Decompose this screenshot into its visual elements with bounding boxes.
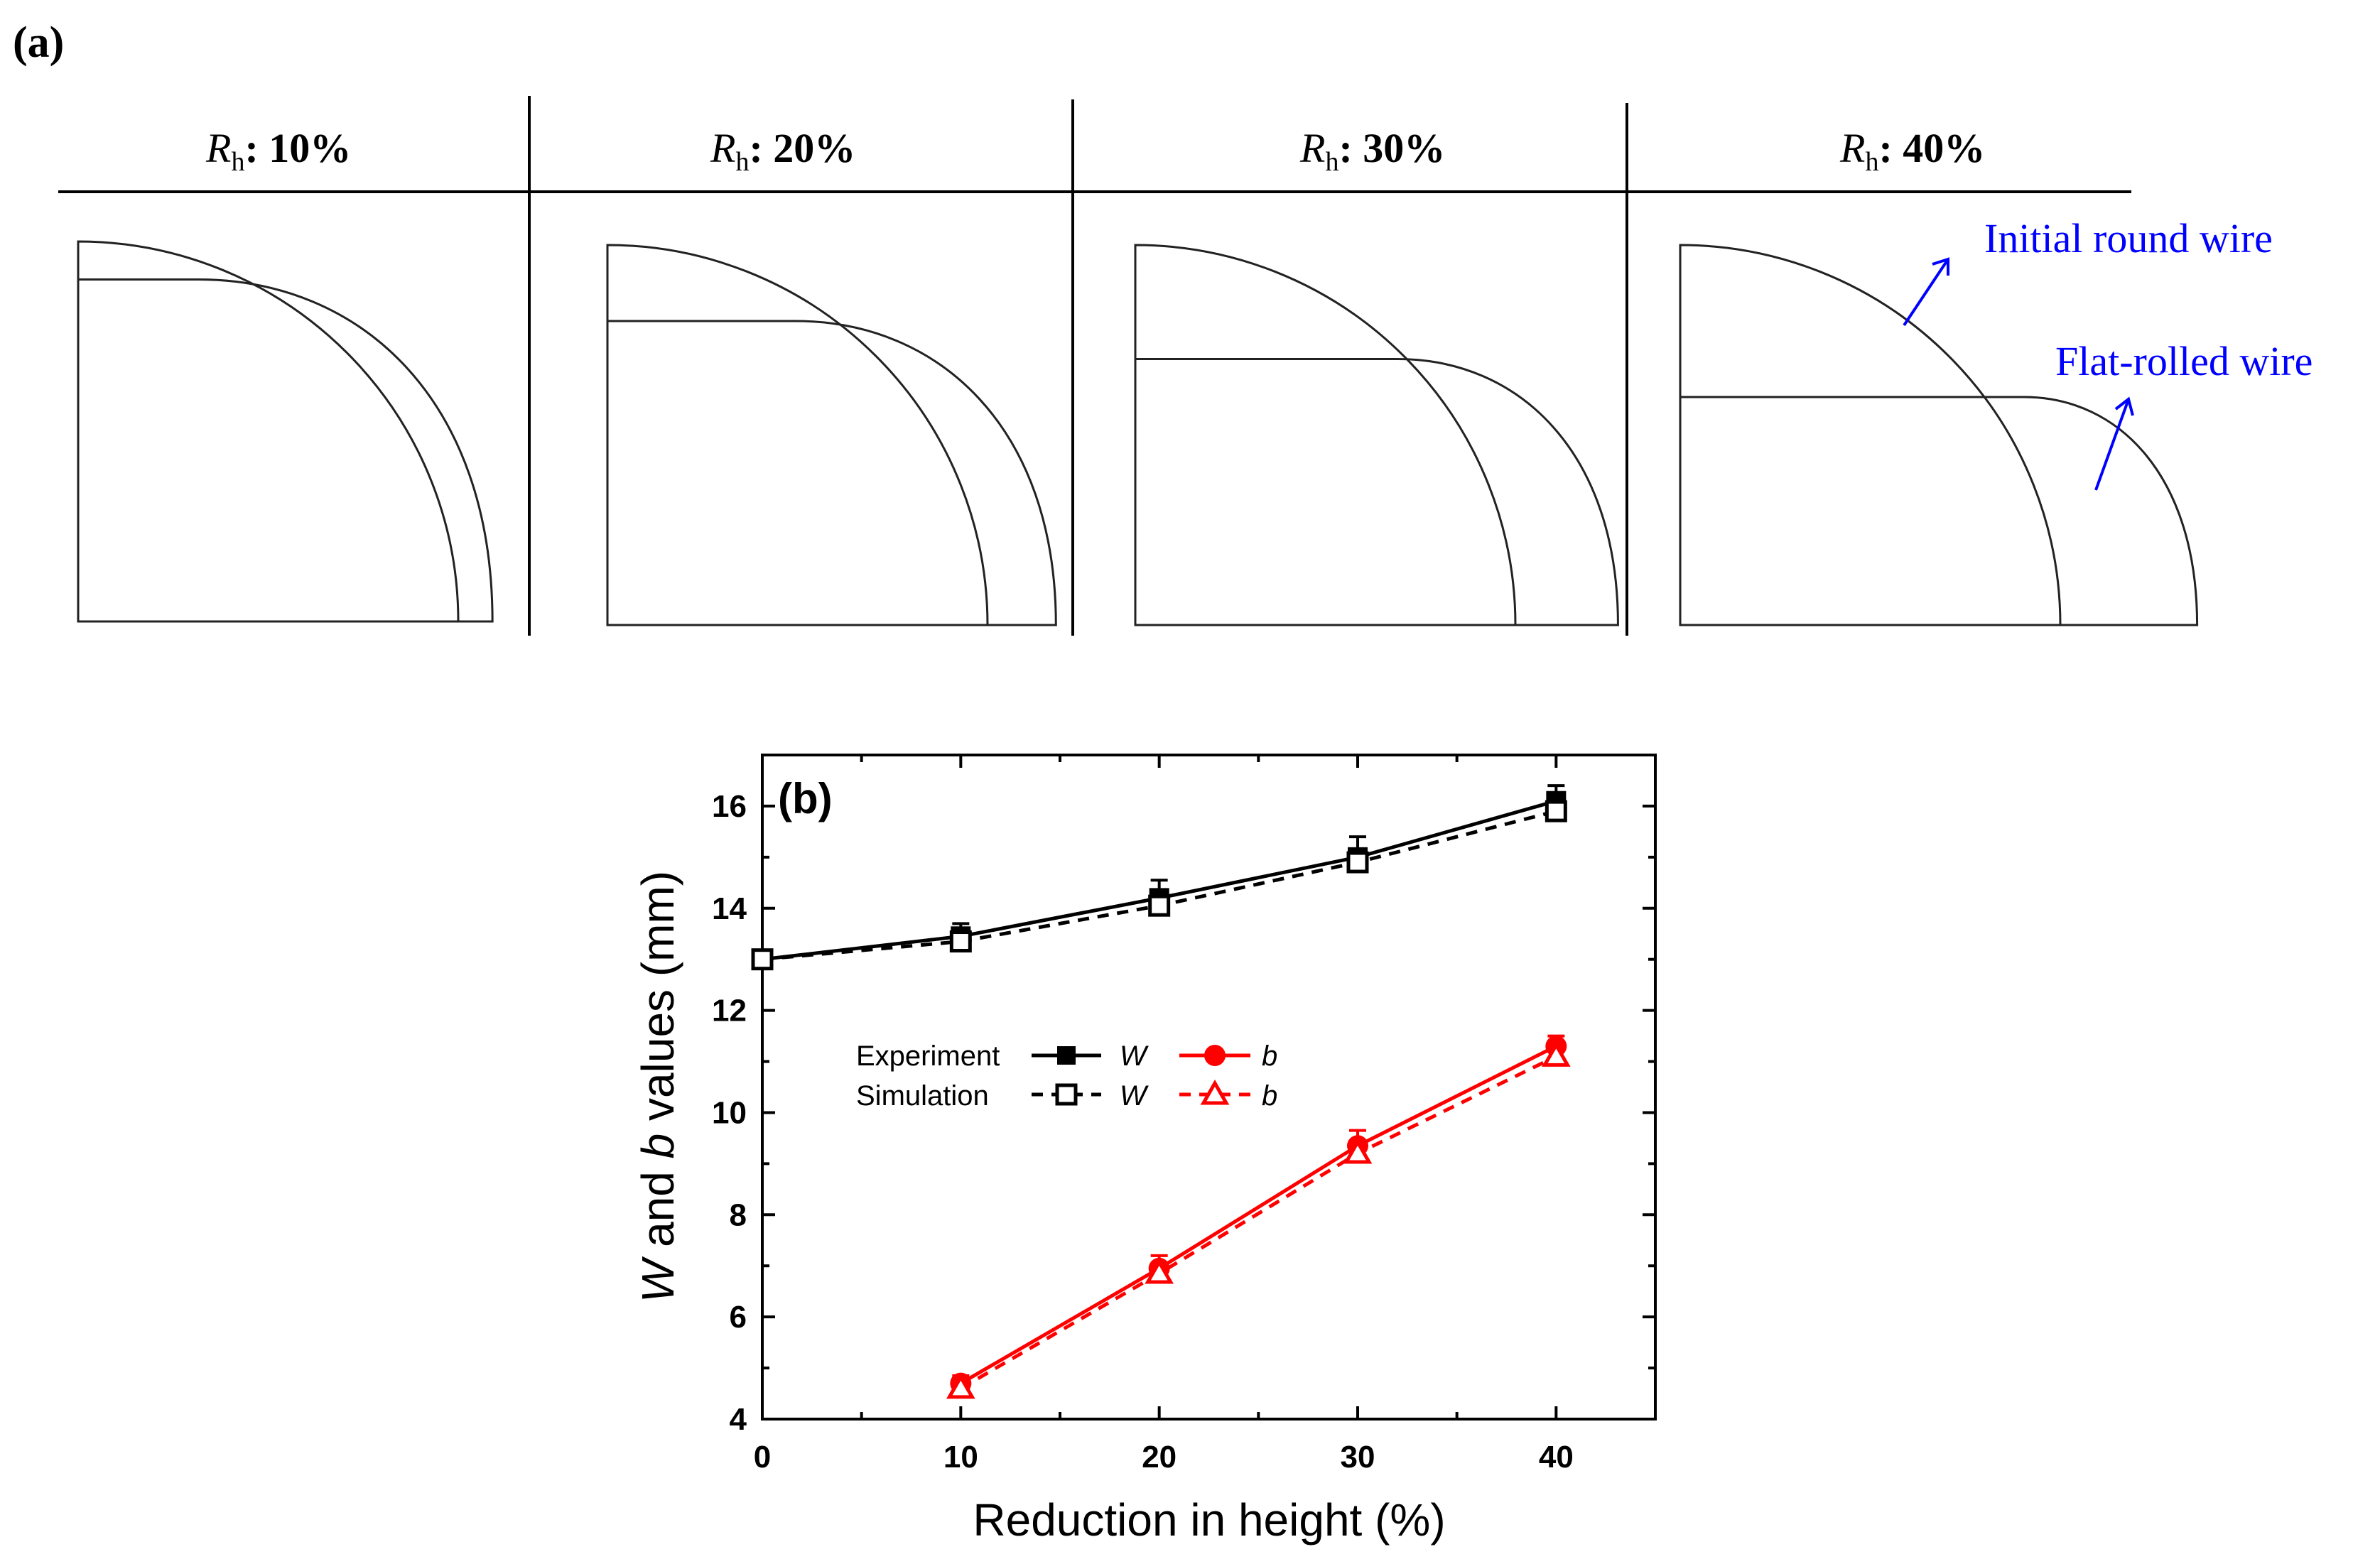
data-point xyxy=(1542,1041,1571,1067)
y-tick-label: 4 xyxy=(730,1402,747,1437)
panel-b-chart: 0 10 20 30 40 4 6 8 10 12 14 16 (b) Reduction in he… xyxy=(632,754,1657,1546)
y-tick-label: 16 xyxy=(712,789,747,824)
series-simulation-w xyxy=(751,800,1567,971)
series-experiment-w xyxy=(752,784,1567,969)
legend-marker-exp-b xyxy=(1204,1045,1226,1066)
label-flat-rolled-wire: Flat-rolled wire xyxy=(2055,338,2313,384)
x-tick-label: 0 xyxy=(754,1440,771,1474)
flat-rolled-wire-outline xyxy=(1680,396,2199,626)
legend-label-exp-w: W xyxy=(1120,1041,1149,1072)
cross-section-20 xyxy=(606,244,1057,626)
cross-section-10 xyxy=(77,240,494,623)
annotation-initial-round-wire: Initial round wire xyxy=(1903,215,2273,327)
x-tick-label: 30 xyxy=(1341,1440,1375,1474)
column-header-20: Rh: 20% xyxy=(710,125,855,177)
column-header-10: Rh: 10% xyxy=(205,125,351,177)
axes: 0 10 20 30 40 4 6 8 10 12 14 16 xyxy=(712,754,1657,1474)
flat-rolled-wire-outline xyxy=(607,320,1057,626)
arrow-flat-head-icon xyxy=(2114,396,2134,416)
initial-round-wire-outline xyxy=(77,240,460,623)
x-tick-label: 10 xyxy=(943,1440,978,1474)
x-axis-label: Reduction in height (%) xyxy=(973,1494,1445,1546)
series-simulation-b xyxy=(946,1041,1571,1399)
arrow-initial xyxy=(1903,260,1948,327)
panel-b-label: (b) xyxy=(778,775,833,822)
initial-round-wire-outline xyxy=(1679,244,2062,626)
cross-sections xyxy=(77,240,2199,626)
legend: Experiment Simulation W W b b xyxy=(856,1041,1277,1112)
x-tick-label: 40 xyxy=(1539,1440,1574,1474)
data-point xyxy=(751,948,774,971)
plot-frame xyxy=(761,754,1657,1421)
legend-marker-sim-b xyxy=(1200,1079,1230,1105)
annotation-flat-rolled-wire: Flat-rolled wire xyxy=(2055,338,2313,491)
y-tick-label: 14 xyxy=(712,891,747,926)
series-layer xyxy=(751,784,1571,1399)
x-tick-label: 20 xyxy=(1142,1440,1177,1474)
panel-a: (a) Rh: 10% Rh: 20% Rh: 30% Rh: 40% Init… xyxy=(13,18,2313,636)
series-line xyxy=(960,1044,1557,1385)
y-axis-label: W and b values (mm) xyxy=(632,871,683,1303)
flat-rolled-wire-outline xyxy=(78,278,494,623)
legend-marker-exp-w xyxy=(1057,1046,1076,1065)
data-point xyxy=(1343,1138,1373,1164)
y-tick-label: 12 xyxy=(712,994,747,1028)
cross-section-30 xyxy=(1134,244,1619,626)
arrow-flat xyxy=(2094,401,2129,491)
arrow-initial-head-icon xyxy=(1932,257,1949,276)
y-tick-label: 10 xyxy=(712,1095,747,1130)
legend-row-experiment: Experiment xyxy=(856,1041,1000,1072)
legend-label-sim-w: W xyxy=(1120,1080,1149,1112)
initial-round-wire-outline xyxy=(606,244,989,626)
flat-rolled-wire-outline xyxy=(1135,358,1619,626)
legend-label-sim-b: b xyxy=(1262,1080,1277,1112)
data-point xyxy=(946,1373,975,1399)
initial-round-wire-outline xyxy=(1134,244,1517,626)
series-line xyxy=(960,1055,1557,1391)
cross-section-40 xyxy=(1679,244,2199,626)
data-point xyxy=(1148,894,1171,917)
data-point xyxy=(1145,1258,1174,1284)
legend-label-exp-b: b xyxy=(1262,1041,1277,1072)
data-point xyxy=(1346,851,1369,874)
column-header-30: Rh: 30% xyxy=(1299,125,1445,177)
column-header-40: Rh: 40% xyxy=(1839,125,1985,177)
y-tick-label: 6 xyxy=(730,1300,747,1335)
panel-a-label: (a) xyxy=(13,18,64,67)
legend-row-simulation: Simulation xyxy=(856,1080,989,1112)
legend-marker-sim-w xyxy=(1055,1083,1078,1106)
data-point xyxy=(1545,800,1567,822)
y-tick-label: 8 xyxy=(730,1197,747,1232)
data-point xyxy=(949,930,972,953)
label-initial-round-wire: Initial round wire xyxy=(1984,215,2273,261)
